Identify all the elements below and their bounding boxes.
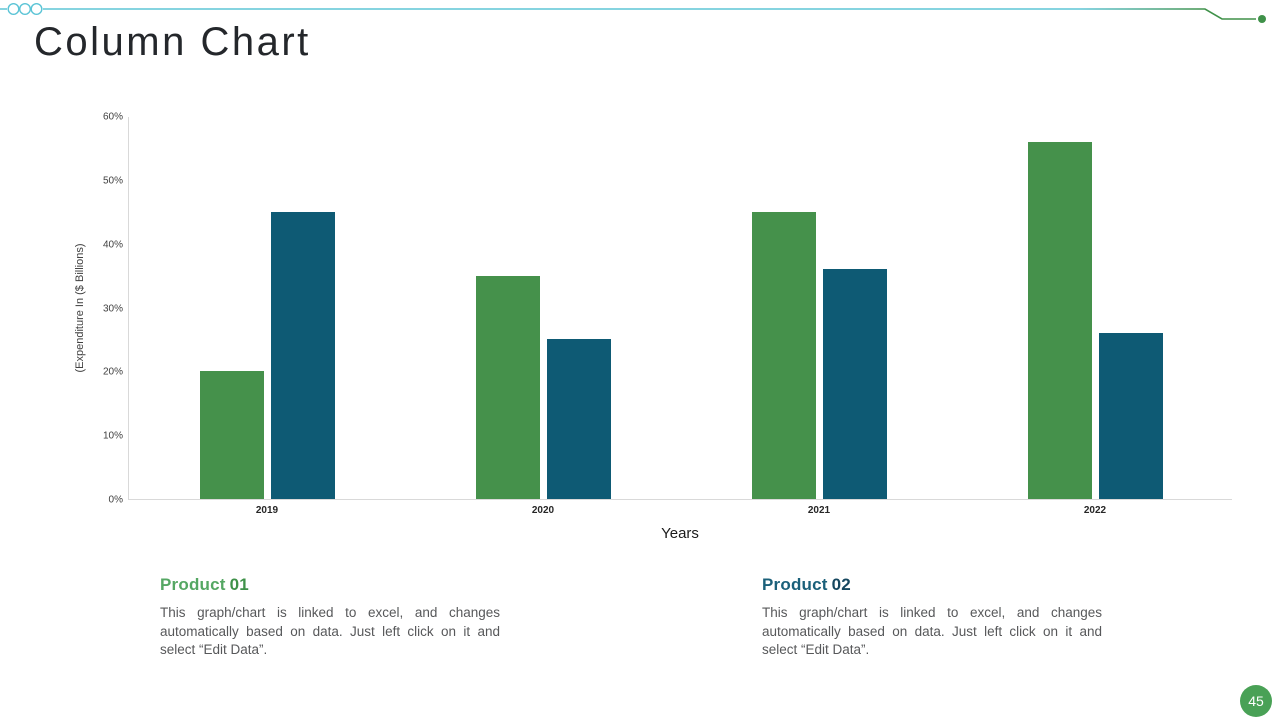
product-01-description: This graph/chart is linked to excel, and…: [160, 605, 500, 657]
bar-product-01-2022: [1027, 141, 1092, 499]
page-number-badge: 45: [1240, 685, 1272, 717]
decoration-circle-2: [19, 2, 32, 16]
y-tick-label-40: 40%: [102, 239, 123, 251]
y-tick-label-60: 60%: [102, 111, 123, 123]
x-tick-label-2021: 2021: [807, 505, 831, 516]
bar-product-02-2021: [822, 269, 887, 499]
x-axis-title: Years: [661, 525, 699, 542]
x-tick-label-2019: 2019: [255, 505, 279, 516]
product-02-heading-prefix: Product: [762, 575, 828, 594]
decoration-end-dot: [1258, 15, 1266, 23]
x-tick-label-2022: 2022: [1083, 505, 1107, 516]
product-01-block: Product 01 This graph/chart is linked to …: [160, 575, 500, 660]
y-tick-label-0: 0%: [108, 494, 123, 506]
bar-product-01-2019: [199, 371, 264, 499]
bar-product-01-2021: [751, 211, 816, 499]
bar-product-01-2020: [475, 275, 540, 499]
y-tick-label-20: 20%: [102, 366, 123, 378]
product-02-description: This graph/chart is linked to excel, and…: [762, 605, 1102, 657]
y-axis-title: (Expenditure In ($ Billions): [74, 243, 86, 373]
product-01-heading-prefix: Product: [160, 575, 226, 594]
product-02-heading-number: 02: [831, 575, 851, 594]
bar-product-02-2019: [270, 211, 335, 499]
product-01-heading: Product 01: [160, 575, 500, 595]
plot-area: 0% 10% 20% 30% 40% 50% 60% 2019 2020 2021 2022: [103, 112, 1232, 516]
bar-product-02-2020: [546, 339, 611, 499]
page-title: Column Chart: [34, 20, 311, 64]
top-decoration: [0, 2, 1266, 23]
decoration-circle-1: [7, 2, 20, 16]
bar-product-02-2022: [1098, 333, 1163, 499]
decoration-circle-3: [30, 2, 43, 16]
y-tick-label-10: 10%: [102, 430, 123, 442]
y-tick-label-50: 50%: [102, 175, 123, 187]
product-02-heading: Product 02: [762, 575, 1102, 595]
product-01-heading-number: 01: [229, 575, 249, 594]
product-02-block: Product 02 This graph/chart is linked to …: [762, 575, 1102, 660]
decoration-line: [0, 8, 1256, 20]
x-tick-label-2020: 2020: [531, 505, 555, 516]
y-tick-label-30: 30%: [102, 303, 123, 314]
